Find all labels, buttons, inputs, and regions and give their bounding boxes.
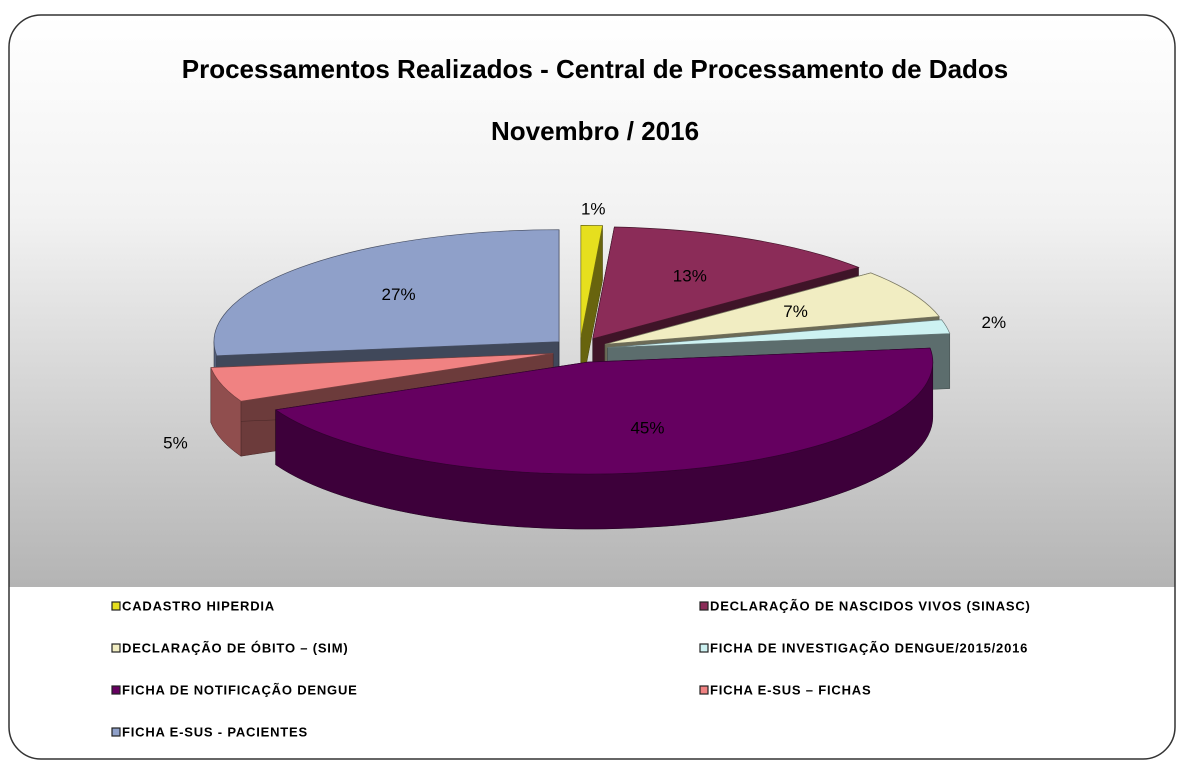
legend-label: FICHA E-SUS - PACIENTES	[122, 724, 308, 739]
slice	[274, 347, 934, 475]
legend-label: DECLARAÇÃO DE ÓBITO – (SIM)	[122, 640, 348, 655]
data-label: 2%	[982, 313, 1007, 332]
legend-swatch	[111, 643, 121, 653]
data-label: 27%	[382, 285, 416, 304]
chart-subtitle: Novembro / 2016	[490, 116, 700, 146]
legend-background	[9, 587, 1175, 759]
legend-label: DECLARAÇÃO DE NASCIDOS VIVOS (SINASC)	[710, 598, 1031, 613]
legend-swatch	[111, 727, 121, 737]
pie: 1% 13% 7% 2% 45% 5% 27%	[163, 199, 1007, 530]
chart-title: Processamentos Realizados - Central de P…	[181, 54, 1009, 84]
slice	[604, 272, 940, 345]
data-label: 1%	[581, 199, 606, 218]
legend-label: FICHA E-SUS – FICHAS	[710, 682, 871, 697]
data-label: 5%	[163, 434, 188, 453]
data-label: 7%	[783, 302, 808, 321]
legend-label: FICHA DE NOTIFICAÇÃO DENGUE	[122, 682, 358, 697]
legend-label: FICHA DE INVESTIGAÇÃO DENGUE/2015/2016	[710, 640, 1028, 655]
legend: CADASTRO HIPERDIA DECLARAÇÃO DE NASCIDOS …	[111, 598, 1031, 739]
legend-swatch	[111, 601, 121, 611]
slice	[607, 319, 951, 348]
legend-swatch	[111, 685, 121, 695]
legend-swatch	[699, 685, 709, 695]
data-label: 13%	[673, 266, 707, 285]
slice	[210, 353, 554, 402]
legend-swatch	[699, 643, 709, 653]
legend-swatch	[699, 601, 709, 611]
slice	[213, 229, 560, 357]
legend-label: CADASTRO HIPERDIA	[122, 598, 275, 613]
slice	[580, 225, 603, 338]
slice	[592, 226, 860, 340]
frame	[8, 14, 1176, 760]
data-label: 45%	[630, 418, 664, 437]
